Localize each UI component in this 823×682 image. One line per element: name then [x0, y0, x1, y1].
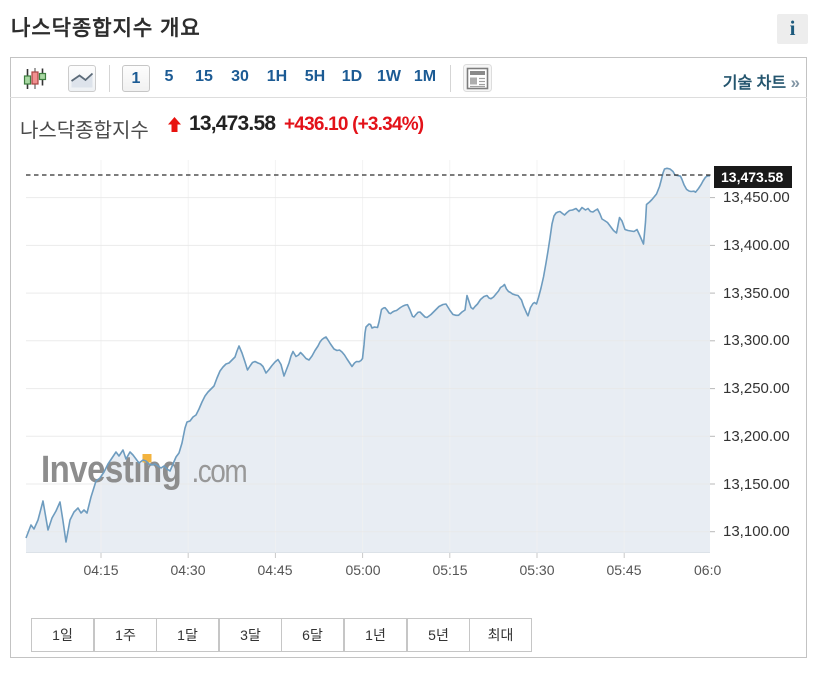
svg-text:.com: .com — [192, 454, 247, 489]
svg-text:Investıng: Investıng — [41, 448, 181, 491]
